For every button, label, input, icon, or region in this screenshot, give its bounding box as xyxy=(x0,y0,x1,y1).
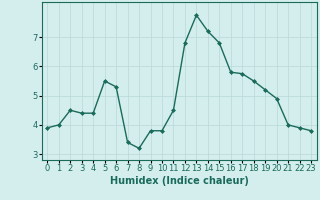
X-axis label: Humidex (Indice chaleur): Humidex (Indice chaleur) xyxy=(110,176,249,186)
